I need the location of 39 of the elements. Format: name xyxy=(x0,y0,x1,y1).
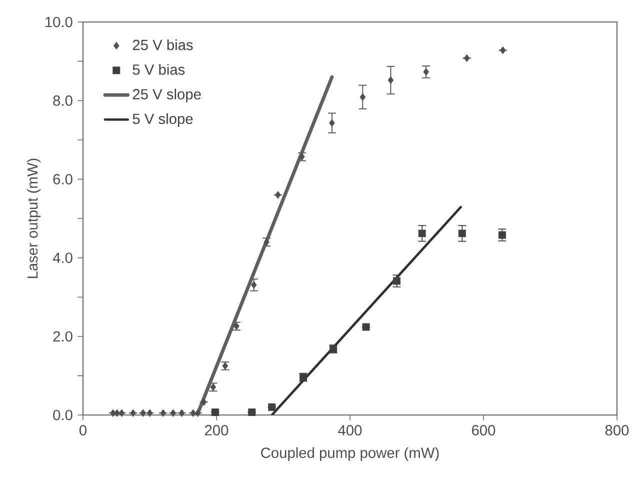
point xyxy=(264,238,270,246)
point xyxy=(200,398,207,406)
x-tick-label: 0 xyxy=(79,425,86,436)
y-tick-label: 8.0 xyxy=(53,95,72,106)
x-tick-label: 600 xyxy=(472,425,496,436)
y-tick-label: 10.0 xyxy=(46,16,72,28)
point xyxy=(299,153,305,161)
point xyxy=(362,323,370,331)
point xyxy=(114,409,120,417)
point xyxy=(388,76,394,84)
point xyxy=(423,68,429,76)
point xyxy=(329,119,335,127)
x-axis-title: Coupled pump power (mW) xyxy=(261,447,439,461)
y-tick-label: 2.0 xyxy=(53,331,72,342)
point xyxy=(268,403,276,411)
point xyxy=(211,408,219,416)
legend-label: 25 V slope xyxy=(132,88,201,102)
point xyxy=(392,277,400,285)
point xyxy=(464,54,470,62)
legend-label: 25 V bias xyxy=(132,39,193,50)
point xyxy=(190,409,196,417)
x-tick-label: 200 xyxy=(204,425,228,436)
point xyxy=(500,46,506,54)
point xyxy=(251,281,257,289)
legend-label: 5 V slope xyxy=(132,113,193,127)
point xyxy=(248,408,256,416)
y-tick-label: 6.0 xyxy=(53,174,72,184)
x-tick-label: 400 xyxy=(338,425,362,436)
point xyxy=(360,93,366,101)
point xyxy=(498,231,506,239)
y-axis-title: Laser output (mW) xyxy=(26,158,41,278)
point xyxy=(418,230,426,238)
x-tick-label: 800 xyxy=(605,425,629,436)
point xyxy=(194,409,201,417)
y-tick-label: 0.0 xyxy=(53,410,72,420)
legend-label: 5 V bias xyxy=(132,64,185,75)
point xyxy=(458,230,466,238)
point xyxy=(275,191,281,199)
y-tick-label: 4.0 xyxy=(52,252,72,263)
